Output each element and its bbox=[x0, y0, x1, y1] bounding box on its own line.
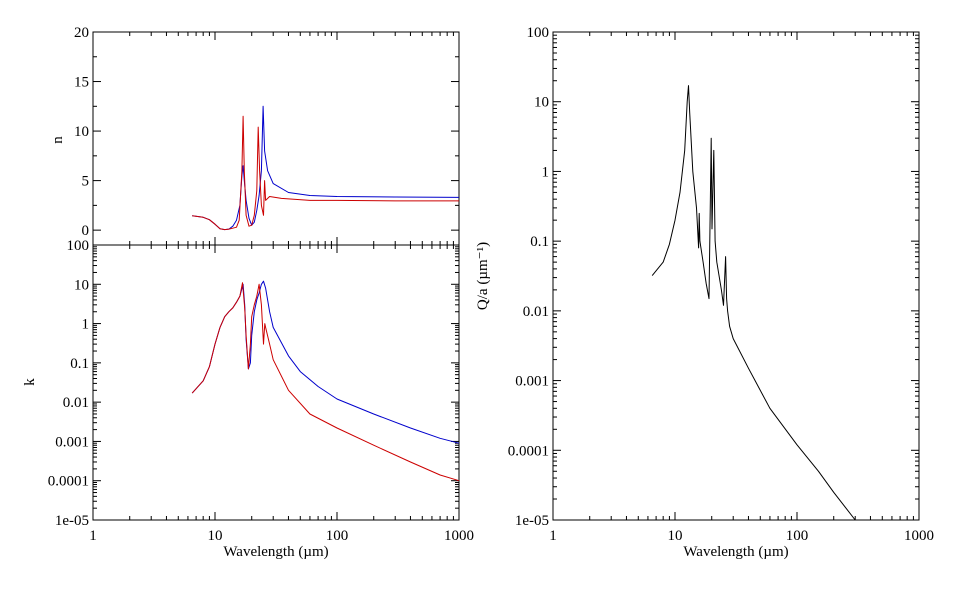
y-tick-label: 10 bbox=[74, 124, 89, 140]
series-line-k-0 bbox=[191, 280, 460, 444]
panel-q-ylabel: Q/a (µm⁻¹) bbox=[475, 242, 491, 310]
y-tick-label: 0.01 bbox=[523, 304, 549, 320]
y-tick-label: 0.1 bbox=[530, 234, 549, 250]
x-tick-label: 1 bbox=[89, 528, 97, 544]
y-tick-label: 15 bbox=[74, 75, 89, 91]
y-tick-label: 0.001 bbox=[515, 374, 549, 390]
y-tick-label: 1 bbox=[82, 317, 90, 333]
panel-n: 0 5 10 15 20 n bbox=[50, 25, 460, 246]
x-tick-label: 1 bbox=[549, 528, 557, 544]
y-tick-label: 0.0001 bbox=[508, 443, 549, 459]
series-line-q-0 bbox=[651, 85, 856, 521]
panel-n-ylabel: n bbox=[50, 136, 66, 144]
y-tick-label: 0.0001 bbox=[48, 474, 89, 490]
panel-k-ylabel: k bbox=[22, 378, 38, 386]
x-tick-label: 100 bbox=[786, 528, 809, 544]
panel-q-frame bbox=[552, 31, 920, 521]
y-tick-label: 0.001 bbox=[55, 434, 89, 450]
panel-k-ticks bbox=[92, 244, 460, 521]
panel-q-xlabel: Wavelength (µm) bbox=[683, 544, 788, 560]
y-tick-label: 1e-05 bbox=[55, 513, 89, 529]
y-tick-label: 5 bbox=[82, 174, 90, 190]
panel-k-frame bbox=[92, 244, 460, 521]
panel-q-tick-labels: 1 10 100 1000 1e-05 0.0001 0.001 0.01 0.1 1 10 100 bbox=[508, 25, 934, 544]
panel-n-series bbox=[192, 105, 460, 231]
y-tick-label: 1e-05 bbox=[515, 513, 549, 529]
x-tick-label: 100 bbox=[326, 528, 349, 544]
panel-k-xlabel: Wavelength (µm) bbox=[223, 544, 328, 560]
panel-n-frame bbox=[92, 31, 460, 246]
panel-q-series bbox=[651, 85, 856, 521]
panel-q-ticks bbox=[552, 31, 920, 521]
series-line-n-0 bbox=[192, 105, 460, 231]
panel-q: 1 10 100 10001e-050.00010.0010.010.1110100 … bbox=[475, 25, 934, 560]
panel-k-tick-labels: 1 10 100 1000 1e-05 0.0001 0.001 0.01 0.1 1 10 100 bbox=[48, 238, 474, 544]
y-tick-label: 10 bbox=[534, 95, 549, 111]
series-line-k-1 bbox=[191, 282, 460, 482]
x-tick-label: 10 bbox=[208, 528, 223, 544]
y-tick-label: 10 bbox=[74, 277, 89, 293]
x-tick-label: 1000 bbox=[904, 528, 934, 544]
y-tick-label: 1 bbox=[542, 164, 550, 180]
y-tick-label: 20 bbox=[74, 25, 89, 41]
y-tick-label: 0.01 bbox=[63, 395, 89, 411]
panel-k-series bbox=[191, 280, 460, 482]
panel-k: 1 10 100 10001e-050.00010.0010.010.1110100 … bbox=[22, 238, 474, 560]
x-tick-label: 10 bbox=[668, 528, 683, 544]
panel-n-tick-labels: 0 5 10 15 20 bbox=[74, 25, 89, 239]
y-tick-label: 0 bbox=[82, 223, 90, 239]
y-tick-label: 100 bbox=[67, 238, 90, 254]
y-tick-label: 100 bbox=[527, 25, 550, 41]
series-line-n-1 bbox=[192, 115, 459, 231]
x-tick-label: 1000 bbox=[444, 528, 474, 544]
y-tick-label: 0.1 bbox=[70, 356, 89, 372]
panel-n-ticks bbox=[92, 31, 460, 245]
